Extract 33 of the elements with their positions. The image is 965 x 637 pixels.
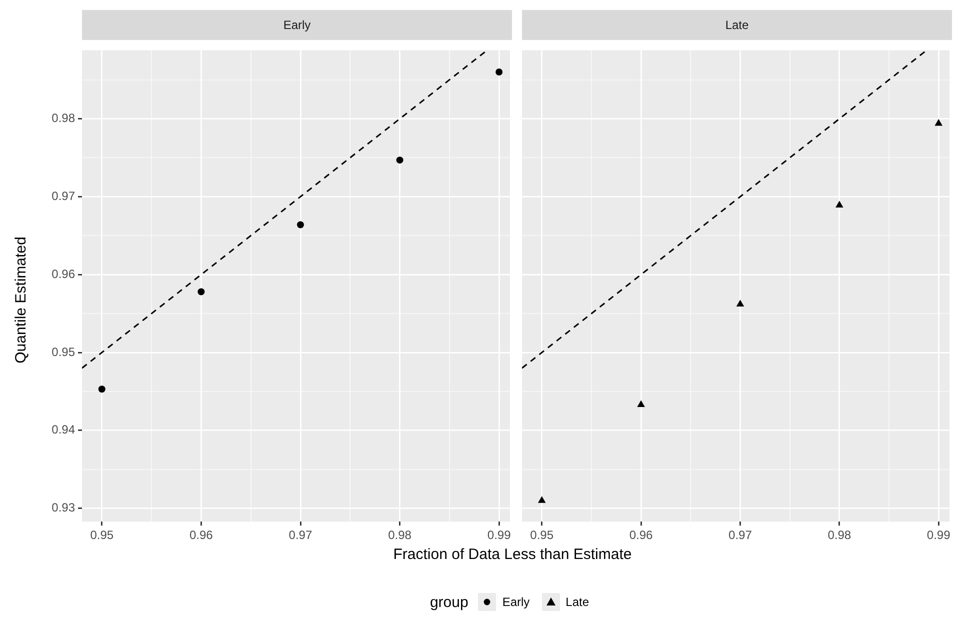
point: [934, 118, 942, 126]
point: [296, 221, 304, 228]
y-tick-label: 0.94: [52, 422, 76, 437]
legend-title: group: [430, 594, 468, 610]
chart-title: Late: [522, 10, 952, 40]
legend-label: Late: [566, 595, 590, 609]
point: [396, 156, 404, 164]
y-tick-label: 0.98: [52, 111, 76, 126]
x-tick-label: 0.98: [828, 528, 852, 542]
point: [736, 300, 744, 306]
x-tick-label: 0.98: [388, 528, 412, 542]
y-tick-label: 0.96: [52, 266, 76, 281]
x-tick-label: 0.97: [288, 528, 312, 542]
x-tick-label: 0.96: [189, 528, 214, 542]
x-tick-label: 0.96: [629, 528, 654, 542]
point: [538, 496, 546, 503]
y-tick-label: 0.95: [52, 344, 76, 359]
point: [836, 200, 844, 208]
x-tick-label: 0.97: [728, 528, 752, 542]
x-tick-label: 0.99: [926, 528, 951, 542]
y-tick-label: 0.93: [52, 500, 76, 515]
point: [198, 288, 205, 296]
point: [98, 386, 106, 393]
point: [637, 400, 645, 407]
x-tick-label: 0.95: [530, 528, 554, 542]
x-tick-label: 0.95: [90, 528, 114, 542]
x-tick-label: 0.99: [487, 528, 512, 542]
chart-title: Early: [82, 10, 512, 40]
x-axis-title: Fraction of Data Less than Estimate: [392, 546, 633, 563]
point: [496, 68, 503, 76]
legend-label: Early: [502, 595, 530, 609]
y-axis-title: Quantile Estimated: [12, 236, 30, 364]
y-tick-label: 0.97: [52, 188, 76, 203]
